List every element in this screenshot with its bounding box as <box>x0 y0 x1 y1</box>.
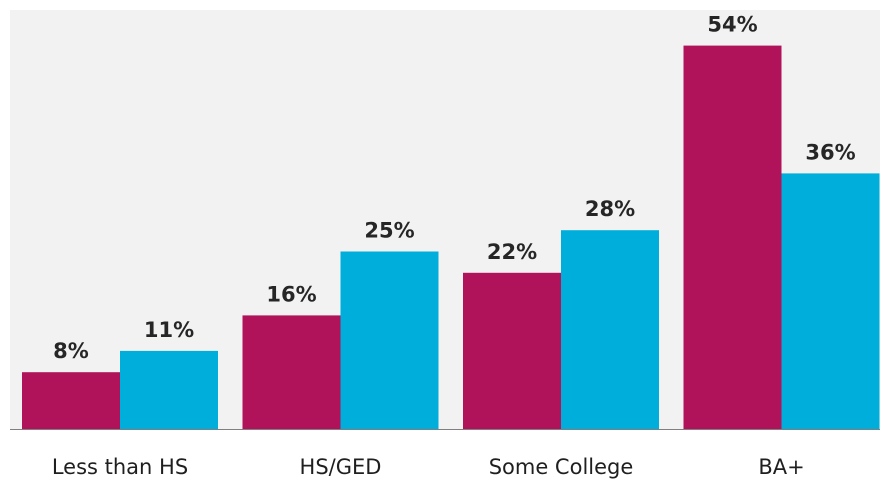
bars-layer <box>22 45 880 429</box>
category-label-0: Less than HS <box>52 455 188 479</box>
bar-0-series-0 <box>22 372 120 429</box>
category-label-2: Some College <box>489 455 634 479</box>
bar-2-series-1 <box>561 230 659 429</box>
bar-3-series-1 <box>781 173 880 429</box>
data-label-2-series-1: 28% <box>585 197 635 221</box>
data-labels-layer: 8% 11% 16% 25% 22% 28% 54% 36% <box>53 13 855 364</box>
bar-0-series-1 <box>120 350 218 429</box>
data-label-2-series-0: 22% <box>487 240 537 264</box>
category-labels-layer: Less than HS HS/GED Some College BA+ <box>52 455 805 479</box>
data-label-0-series-1: 11% <box>144 318 194 342</box>
data-label-3-series-0: 54% <box>707 13 757 37</box>
bar-3-series-0 <box>683 45 782 429</box>
bar-1-series-0 <box>242 315 341 429</box>
bar-2-series-0 <box>463 272 561 429</box>
category-label-3: BA+ <box>758 455 804 479</box>
data-label-1-series-0: 16% <box>266 282 316 306</box>
category-label-1: HS/GED <box>300 455 382 479</box>
bar-1-series-1 <box>340 251 439 429</box>
data-label-0-series-0: 8% <box>53 339 89 363</box>
data-label-1-series-1: 25% <box>364 219 414 243</box>
data-label-3-series-1: 36% <box>805 140 855 164</box>
